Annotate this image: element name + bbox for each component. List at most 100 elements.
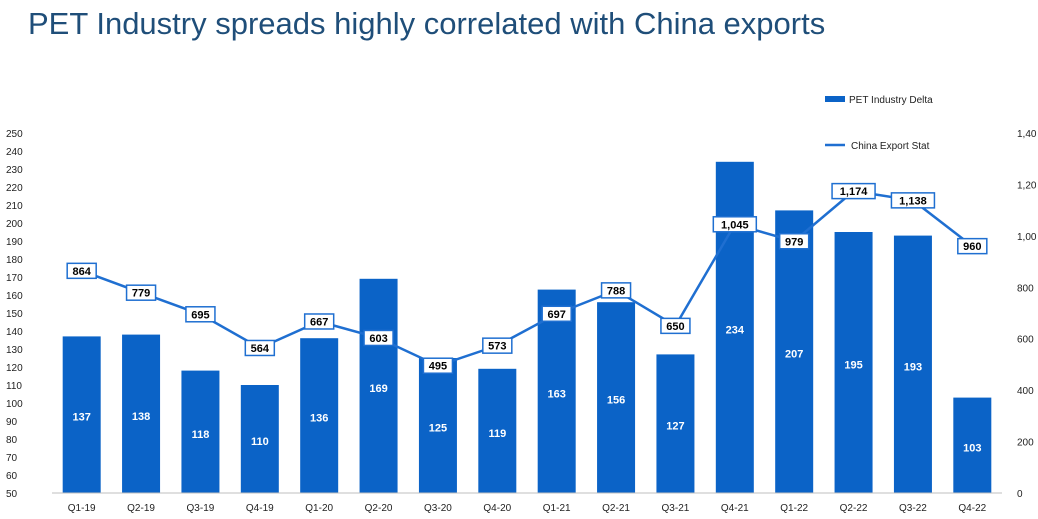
right-axis-tick: 800 [1017, 283, 1034, 294]
chart-title: PET Industry spreads highly correlated w… [28, 6, 826, 41]
bar-value-label: 156 [607, 395, 625, 407]
bar [418, 358, 457, 493]
bar [240, 385, 279, 493]
left-axis-tick: 230 [6, 165, 23, 176]
bar-value-label: 234 [726, 324, 745, 336]
bar-value-label: 137 [73, 412, 91, 424]
line-value-label: 667 [310, 316, 328, 328]
bar [537, 289, 576, 493]
x-axis-tick: Q4-21 [721, 503, 749, 514]
line-label-box [778, 233, 810, 250]
bar-value-label: 138 [132, 411, 150, 423]
line-label-box [660, 317, 691, 335]
right-axis-tick: 400 [1017, 386, 1034, 397]
line-label-box [831, 182, 876, 200]
left-axis-tick: 250 [6, 129, 23, 140]
line-label-box [244, 339, 276, 357]
left-axis-tick: 140 [6, 327, 23, 338]
right-axis-tick: 1,20 [1017, 180, 1037, 191]
x-axis-tick: Q2-21 [602, 503, 630, 514]
line-value-label: 779 [132, 288, 150, 300]
line-value-label: 695 [191, 309, 209, 321]
line-value-label: 960 [963, 241, 981, 253]
bar [775, 210, 814, 493]
left-axis-tick: 130 [6, 345, 23, 356]
x-axis-tick: Q4-19 [246, 503, 274, 514]
line-label-box [363, 329, 394, 347]
bar [359, 278, 398, 493]
x-axis-tick: Q2-20 [365, 503, 393, 514]
x-axis-tick: Q3-22 [899, 503, 927, 514]
bar [953, 397, 992, 493]
left-axis-tick: 100 [6, 399, 23, 410]
legend: PET Industry Delta China Export Stat [825, 95, 933, 152]
left-axis-tick: 180 [6, 255, 23, 266]
line-label-box [712, 216, 758, 233]
legend-label-line: China Export Stat [851, 141, 930, 152]
left-axis: 50 60 70 80 90 100 110 120 130 140 150 160 170 180 190… [6, 129, 23, 500]
line-value-label: 573 [488, 341, 506, 353]
line-value-label: 650 [666, 321, 684, 333]
line-label-box [303, 313, 335, 330]
line-label-box [422, 357, 454, 374]
left-axis-tick: 80 [6, 435, 18, 446]
bar-value-label: 195 [844, 360, 862, 372]
right-axis-tick: 1,40 [1017, 129, 1037, 140]
x-axis-tick: Q1-22 [780, 503, 808, 514]
bar-value-label: 119 [488, 428, 506, 440]
left-axis-tick: 210 [6, 201, 23, 212]
line-value-label: 564 [251, 343, 270, 355]
legend-label-bar: PET Industry Delta [849, 95, 933, 106]
line-value-label: 1,174 [840, 186, 868, 198]
bar [478, 368, 517, 493]
x-axis-tick: Q1-20 [305, 503, 333, 514]
bar [834, 232, 873, 493]
legend-swatch-bar [825, 96, 845, 102]
right-axis-tick: 1,00 [1017, 232, 1037, 243]
line-label-box [482, 337, 513, 354]
line-value-label: 788 [607, 285, 625, 297]
line-series: 864 779 695 564 667 603 495 573 697 788 650 1,045 97… [66, 182, 988, 374]
bar-value-label: 125 [429, 423, 447, 435]
line-label-box [125, 284, 157, 301]
left-axis-tick: 220 [6, 183, 23, 194]
x-axis-tick: Q1-19 [68, 503, 96, 514]
x-axis-tick: Q3-21 [662, 503, 690, 514]
line-label-box [957, 237, 988, 255]
line-label-box [66, 262, 97, 280]
line-label-box [185, 306, 216, 323]
line-value-label: 697 [548, 309, 566, 321]
bar-value-label: 193 [904, 361, 922, 373]
x-axis-tick: Q2-19 [127, 503, 155, 514]
bar-value-label: 127 [666, 421, 684, 433]
right-axis: 0 200 400 600 800 1,00 1,20 1,40 [1017, 129, 1037, 500]
bar-value-label: 169 [369, 383, 387, 395]
x-axis-tick: Q2-22 [840, 503, 868, 514]
left-axis-tick: 110 [6, 381, 22, 392]
bar [597, 302, 636, 493]
left-axis-tick: 200 [6, 219, 23, 230]
line-path [81, 189, 974, 368]
left-axis-tick: 70 [6, 453, 18, 464]
line-value-label: 979 [785, 236, 803, 248]
left-axis-tick: 170 [6, 273, 23, 284]
x-axis-tick: Q3-19 [187, 503, 215, 514]
x-axis-tick: Q4-20 [483, 503, 511, 514]
x-axis-tick: Q1-21 [543, 503, 571, 514]
bar-value-label: 136 [310, 413, 328, 425]
bar-value-label: 118 [192, 429, 210, 441]
line-value-label: 864 [73, 266, 92, 278]
line-value-label: 603 [369, 333, 387, 345]
line-value-label: 495 [429, 361, 447, 373]
bar-value-label: 103 [963, 442, 981, 454]
right-axis-tick: 200 [1017, 438, 1034, 449]
x-axis: Q1-19 Q2-19 Q3-19 Q4-19 Q1-20 Q2-20 Q3-20 Q4-20… [52, 492, 1002, 514]
left-axis-tick: 120 [6, 363, 23, 374]
bar-value-label: 163 [548, 388, 566, 400]
bar [656, 354, 695, 493]
bar [300, 338, 339, 493]
x-axis-tick: Q4-22 [958, 503, 986, 514]
bar-value-label: 110 [251, 436, 269, 448]
left-axis-tick: 60 [6, 471, 18, 482]
